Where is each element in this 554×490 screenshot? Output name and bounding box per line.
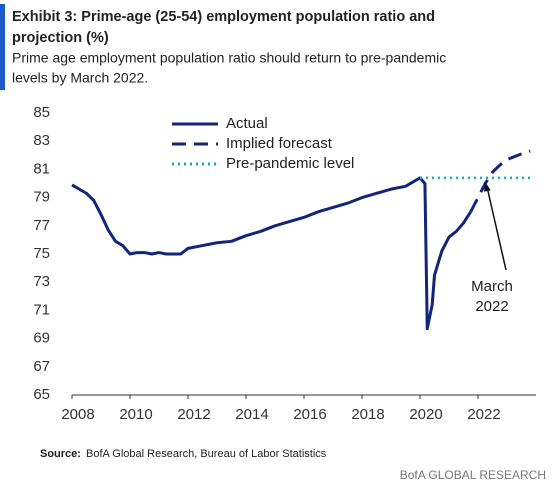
series-line <box>71 176 473 331</box>
legend-label: Pre-pandemic level <box>226 155 354 172</box>
source-label: Source: <box>40 448 81 460</box>
y-tick-label: 73 <box>33 273 50 290</box>
y-tick-label: 75 <box>33 245 50 262</box>
annotation: March <box>471 278 513 295</box>
subtitle: levels by March 2022. <box>12 70 148 86</box>
x-tick-label: 2014 <box>235 406 268 423</box>
y-tick-label: 77 <box>33 217 50 234</box>
y-tick-label: 65 <box>33 386 50 403</box>
annotation-arrow <box>486 187 507 271</box>
legend-label: Actual <box>226 115 268 132</box>
source-text: BofA Global Research, Bureau of Labor St… <box>86 448 327 460</box>
x-tick-label: 2008 <box>61 406 94 423</box>
title: Exhibit 3: Prime-age (25-54) employment … <box>12 9 435 25</box>
x-tick-label: 2018 <box>351 406 384 423</box>
x-tick-label: 2022 <box>467 406 500 423</box>
y-tick-label: 71 <box>33 301 50 318</box>
x-tick-label: 2020 <box>409 406 442 423</box>
brand: BofA GLOBAL RESEARCH <box>400 468 546 482</box>
accent-bar <box>0 4 5 90</box>
y-tick-label: 79 <box>33 189 50 206</box>
subtitle: Prime age employment population ratio sh… <box>12 50 446 66</box>
x-tick-label: 2012 <box>177 406 210 423</box>
y-tick-label: 67 <box>33 358 50 375</box>
y-tick-label: 69 <box>33 330 50 347</box>
y-tick-label: 81 <box>33 160 50 177</box>
series-line <box>469 149 531 213</box>
title: projection (%) <box>12 30 109 46</box>
arrow-head <box>483 181 491 192</box>
y-tick-label: 85 <box>33 104 50 121</box>
legend-label: Implied forecast <box>226 135 333 152</box>
x-tick-label: 2016 <box>293 406 326 423</box>
x-tick-label: 2010 <box>119 406 152 423</box>
y-tick-label: 83 <box>33 132 50 149</box>
annotation: 2022 <box>475 298 508 315</box>
